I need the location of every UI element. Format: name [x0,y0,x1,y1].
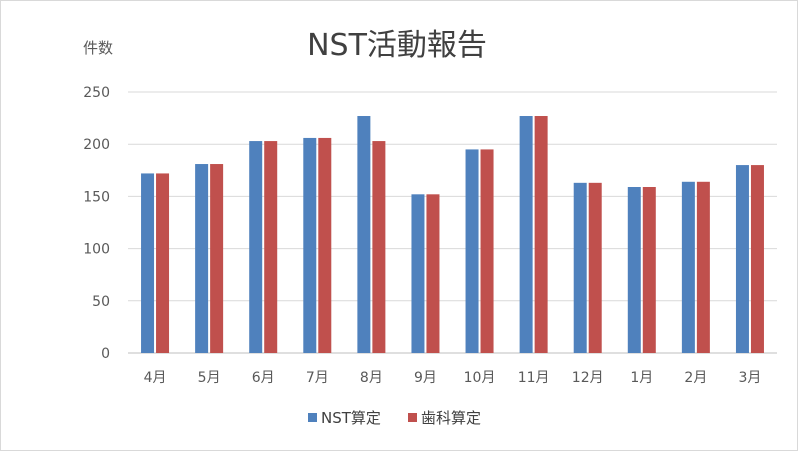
bar-nst-7 [465,149,479,353]
x-tick-label: 9月 [414,370,437,386]
x-tick-label: 4月 [144,370,167,386]
x-tick-label: 3月 [738,370,761,386]
bar-dental-12 [750,165,764,353]
chart-title: NST活動報告 [307,28,487,63]
x-tick-label: 12月 [572,370,604,386]
legend-label: NST算定 [321,409,381,427]
x-tick-label: 1月 [630,370,653,386]
bar-nst-5 [357,116,371,354]
bar-nst-1 [141,173,155,353]
bar-dental-6 [426,194,440,353]
x-tick-label: 7月 [306,370,329,386]
bar-nst-8 [519,116,533,354]
bar-dental-8 [534,116,548,354]
bar-dental-1 [156,173,170,353]
bar-nst-6 [411,194,425,353]
y-axis-label: 件数 [83,39,113,57]
x-tick-label: 6月 [252,370,275,386]
x-tick-label: 10月 [464,370,496,386]
bar-nst-2 [195,164,209,353]
bar-dental-11 [696,181,710,353]
y-tick-label: 250 [83,85,110,101]
y-tick-label: 0 [101,346,110,362]
legend-swatch [408,413,417,422]
x-tick-label: 2月 [684,370,707,386]
x-tick-label: 8月 [360,370,383,386]
bar-dental-3 [264,141,278,353]
bar-nst-3 [249,141,263,353]
bar-dental-4 [318,137,332,353]
bar-dental-9 [588,182,602,353]
y-tick-label: 100 [83,242,110,258]
bar-dental-2 [210,164,224,353]
y-tick-label: 200 [83,137,110,153]
x-tick-label: 5月 [198,370,221,386]
legend-label: 歯科算定 [421,409,481,427]
bar-nst-9 [573,182,587,353]
x-tick-label: 11月 [518,370,550,386]
bar-nst-4 [303,137,317,353]
bar-dental-5 [372,141,386,353]
bar-dental-7 [480,149,494,353]
bar-nst-12 [735,165,749,353]
bar-dental-10 [642,187,656,353]
bar-nst-11 [681,181,695,353]
y-tick-label: 150 [83,189,110,205]
bar-nst-10 [627,187,641,353]
legend-swatch [308,413,317,422]
y-tick-label: 50 [92,294,110,310]
